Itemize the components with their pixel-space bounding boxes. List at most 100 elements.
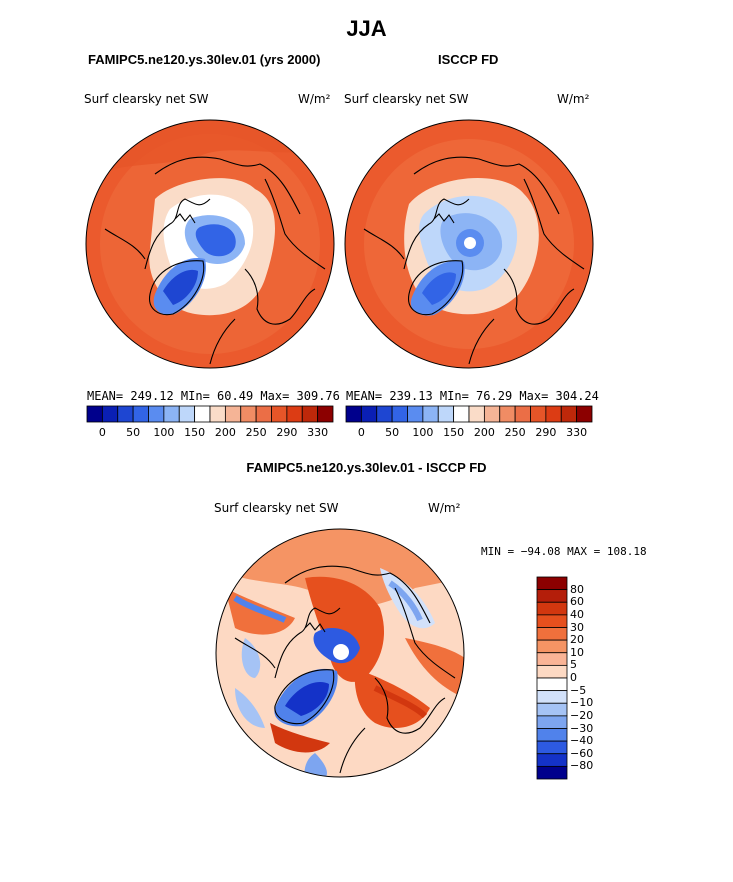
diff-colorbar (536, 576, 568, 780)
model-colorbar-tick-label: 200 (214, 426, 236, 439)
diff-colorbar-tick-label: −5 (570, 683, 587, 697)
model-colorbar-box (317, 405, 334, 423)
obs-colorbar-tick-label: 0 (357, 426, 365, 439)
diff-colorbar-box (536, 576, 568, 591)
obs-colorbar-box (530, 405, 547, 423)
model-colorbar-tick-label: 250 (245, 426, 267, 439)
diff-colorbar-box (536, 753, 568, 767)
obs-colorbar-box (376, 405, 393, 423)
obs-colorbar-box (453, 405, 470, 423)
diff-colorbar-tick-label: −20 (570, 708, 594, 722)
obs-colorbar-box (560, 405, 578, 423)
obs-stats: MEAN= 239.13 MIn= 76.29 Max= 304.24 (346, 389, 599, 403)
obs-colorbar-box (345, 405, 362, 423)
diff-colorbar-box (536, 652, 568, 666)
diff-colorbar-tick-label: 10 (570, 645, 584, 659)
obs-colorbar-box (483, 405, 501, 423)
model-colorbar-box (117, 405, 134, 423)
diff-colorbar-tick-label: 30 (570, 620, 584, 634)
diff-colorbar-box (536, 601, 568, 616)
diff-colorbar-box (536, 639, 568, 654)
diff-colorbar-tick-label: 40 (570, 607, 584, 621)
obs-colorbar-box (437, 405, 455, 423)
model-colorbar-tick-label: 290 (276, 426, 298, 439)
model-variable-label: Surf clearsky net SW (84, 92, 209, 106)
diff-colorbar-tick-label: −30 (570, 721, 594, 735)
diff-variable-label: Surf clearsky net SW (214, 501, 339, 515)
model-colorbar-tick-label: 150 (184, 426, 206, 439)
model-colorbar-labels: 0 50 100 150 200 250 290 330 (87, 426, 333, 440)
diff-colorbar-tick-label: 20 (570, 633, 584, 647)
diff-colorbar-box (536, 702, 568, 717)
diff-panel-header: FAMIPC5.ne120.ys.30lev.01 - ISCCP FD (246, 460, 487, 475)
model-colorbar-box (301, 405, 319, 423)
diff-units-label: W/m² (428, 501, 461, 515)
diff-colorbar-tick-label: 60 (570, 595, 584, 609)
model-polar-map (85, 119, 335, 369)
obs-colorbar-tick-label: 150 (443, 426, 465, 439)
obs-colorbar-box (545, 405, 562, 423)
model-colorbar-tick-label: 100 (153, 426, 175, 439)
diff-colorbar-labels: 80 60 40 30 20 10 5 0 −5 −10 −20 −30 −40 −60 −80 (570, 577, 620, 779)
obs-colorbar-box (360, 405, 378, 423)
model-panel-header: FAMIPC5.ne120.ys.30lev.01 (yrs 2000) (88, 52, 321, 67)
diff-colorbar-tick-label: −40 (570, 734, 594, 748)
diff-colorbar-tick-label: 0 (570, 671, 577, 684)
obs-colorbar-tick-label: 200 (473, 426, 495, 439)
diff-colorbar-box (536, 740, 568, 755)
diff-colorbar-tick-label: 80 (570, 582, 584, 596)
obs-variable-label: Surf clearsky net SW (344, 92, 469, 106)
model-colorbar-box (86, 405, 103, 423)
diff-colorbar-box (536, 614, 568, 628)
obs-colorbar-tick-label: 50 (385, 426, 400, 439)
diff-colorbar-tick-label: −60 (570, 746, 594, 760)
diff-colorbar-box (536, 589, 568, 603)
model-colorbar-box (178, 405, 196, 423)
model-colorbar-box (163, 405, 180, 423)
model-colorbar-box (209, 405, 226, 423)
model-colorbar-box (194, 405, 211, 423)
page-title: JJA (346, 16, 387, 41)
diff-stats: MIN = −94.08 MAX = 108.18 (481, 545, 647, 558)
obs-colorbar-box (422, 405, 439, 423)
diff-colorbar-box (536, 664, 568, 679)
model-colorbar-box (240, 405, 257, 423)
model-colorbar-tick-label: 330 (307, 426, 329, 439)
model-colorbar-box (286, 405, 303, 423)
model-colorbar-tick-label: 0 (98, 426, 106, 439)
model-units-label: W/m² (298, 92, 331, 106)
obs-colorbar-tick-label: 330 (566, 426, 588, 439)
model-colorbar-box (255, 405, 272, 423)
diff-colorbar-box (536, 715, 568, 729)
diff-colorbar-box (536, 765, 568, 780)
obs-panel-header: ISCCP FD (438, 52, 499, 67)
diff-colorbar-box (536, 627, 568, 641)
obs-colorbar-tick-label: 100 (412, 426, 434, 439)
model-colorbar-box (132, 405, 149, 423)
obs-polar-map (344, 119, 594, 369)
diff-colorbar-tick-label: 5 (570, 658, 577, 672)
model-colorbar (86, 405, 334, 423)
obs-colorbar-tick-label: 290 (535, 426, 557, 439)
diff-colorbar-box (536, 690, 568, 704)
obs-colorbar-box (407, 405, 424, 423)
diff-colorbar-tick-label: −80 (570, 759, 594, 773)
obs-colorbar (345, 405, 593, 423)
obs-colorbar-labels: 0 50 100 150 200 250 290 330 (346, 426, 592, 440)
obs-colorbar-box (499, 405, 516, 423)
obs-units-label: W/m² (557, 92, 590, 106)
model-colorbar-box (271, 405, 288, 423)
diff-colorbar-box (536, 728, 568, 742)
obs-colorbar-box (391, 405, 408, 423)
model-colorbar-box (148, 405, 165, 423)
obs-colorbar-box (468, 405, 485, 423)
diff-colorbar-tick-label: −10 (570, 696, 594, 710)
diff-polar-map (215, 528, 465, 778)
obs-colorbar-box (576, 405, 593, 423)
model-colorbar-box (101, 405, 119, 423)
model-colorbar-tick-label: 50 (126, 426, 141, 439)
diff-colorbar-box (536, 677, 568, 692)
model-stats: MEAN= 249.12 MIn= 60.49 Max= 309.76 (87, 389, 340, 403)
obs-colorbar-tick-label: 250 (504, 426, 526, 439)
model-colorbar-box (224, 405, 242, 423)
